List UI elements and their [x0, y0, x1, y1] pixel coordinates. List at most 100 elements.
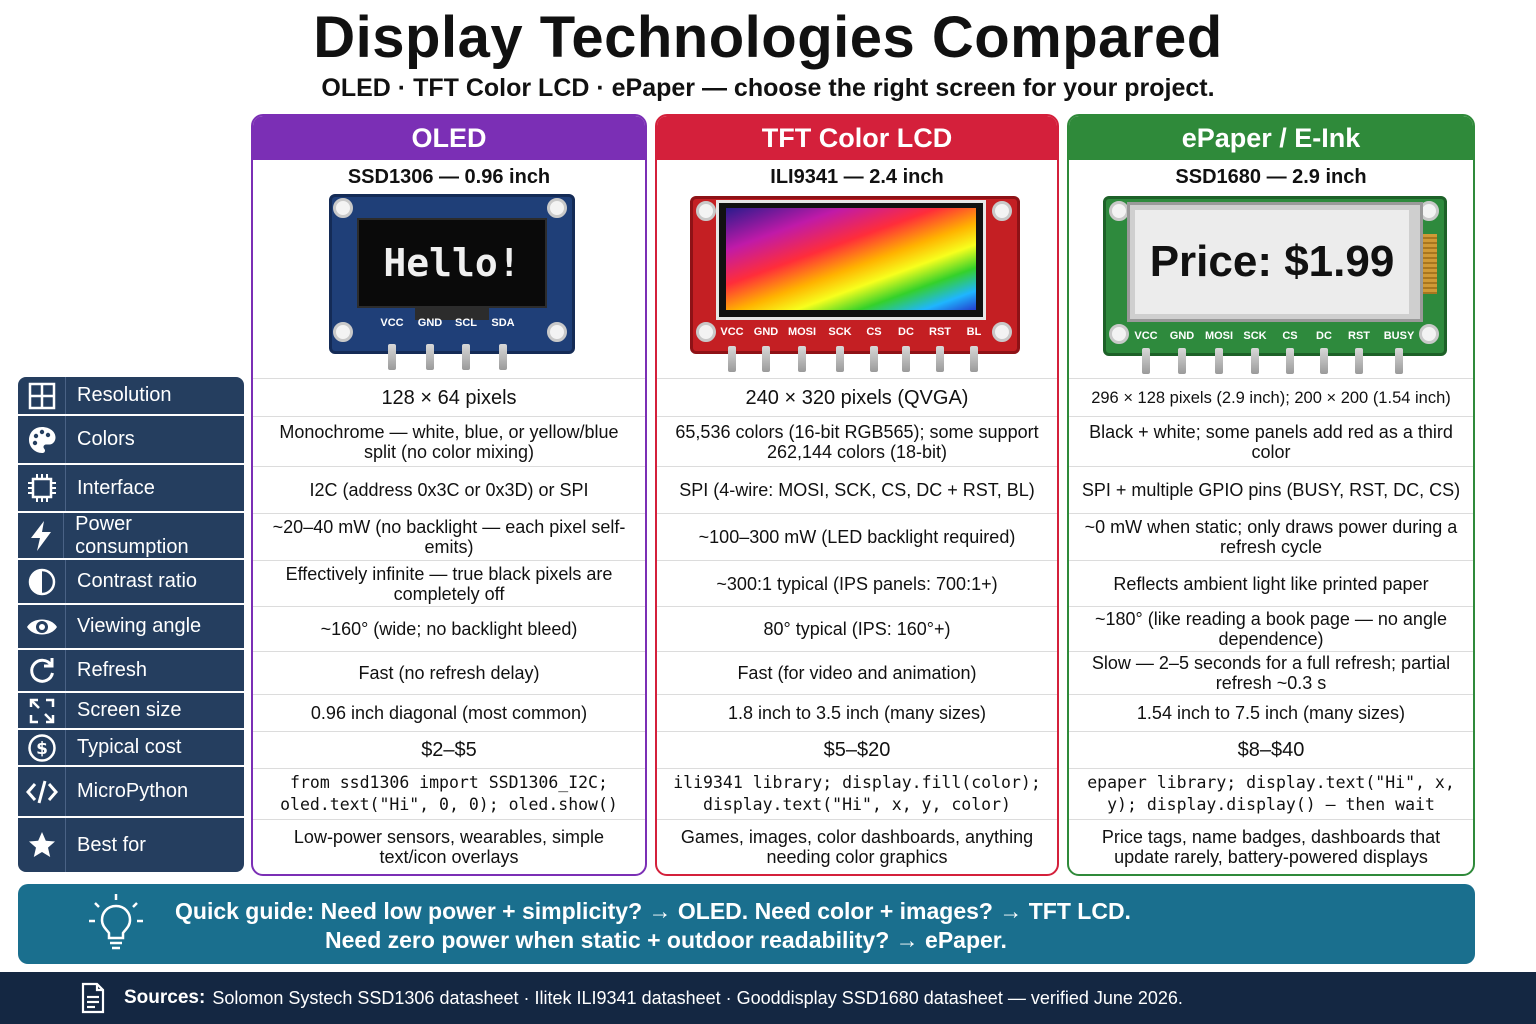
star-icon [18, 818, 66, 872]
row-label-power: Power consumption [18, 513, 244, 558]
bolt-icon [18, 513, 65, 558]
row-label-cost: $ Typical cost [18, 730, 244, 765]
oled-model: SSD1306 — 0.96 inch [347, 166, 551, 188]
row-label-text: Contrast ratio [77, 570, 198, 592]
column-oled: OLED SSD1306 — 0.96 inch Hello! VCC GND … [251, 114, 647, 876]
tft-pin-label: SCK [828, 326, 852, 338]
epaper-contrast: Reflects ambient light like printed pape… [1069, 560, 1473, 606]
tft-pin-label: VCC [720, 326, 744, 338]
oled-pin-label: SCL [455, 317, 477, 329]
grid-icon [18, 377, 66, 414]
palette-icon [18, 416, 66, 463]
epaper-module-illustration: Price: $1.99 VCC GND MOSI SCK CS DC RST … [1103, 196, 1447, 374]
column-header-tft: TFT Color LCD [657, 116, 1057, 160]
tft-micropython: ili9341 library; display.fill(color); di… [657, 768, 1057, 819]
tft-pin-label: RST [929, 326, 951, 338]
lightbulb-icon [86, 892, 146, 961]
contrast-icon [18, 560, 66, 603]
row-label-screen-size: Screen size [18, 693, 244, 728]
epaper-pin-label: GND [1169, 330, 1195, 342]
oled-interface: I2C (address 0x3C or 0x3D) or SPI [253, 466, 645, 513]
eye-icon [18, 605, 66, 648]
epaper-interface: SPI + multiple GPIO pins (BUSY, RST, DC,… [1069, 466, 1473, 513]
row-label-text: Power consumption [75, 512, 189, 558]
refresh-icon [18, 650, 66, 691]
oled-micropython: from ssd1306 import SSD1306_I2C; oled.te… [253, 768, 645, 819]
epaper-pin-label: VCC [1134, 330, 1158, 342]
oled-pin-label: GND [417, 317, 443, 329]
oled-refresh: Fast (no refresh delay) [253, 651, 645, 694]
oled-screen-text: Hello! [383, 241, 521, 285]
row-label-text: Viewing angle [77, 615, 202, 637]
tft-pin-label: BL [966, 326, 982, 338]
epaper-pin-label: CS [1282, 330, 1298, 342]
oled-viewing-angle: ~160° (wide; no backlight bleed) [253, 606, 645, 651]
oled-cost: $2–$5 [253, 731, 645, 768]
epaper-pin-label: RST [1348, 330, 1370, 342]
svg-text:$: $ [36, 739, 48, 759]
oled-colors: Monochrome — white, blue, or yellow/blue… [253, 416, 645, 466]
row-label-text: Interface [77, 476, 155, 499]
dollar-icon: $ [18, 730, 66, 765]
epaper-best-for: Price tags, name badges, dashboards that… [1069, 819, 1473, 874]
tft-power: ~100–300 mW (LED backlight required) [657, 513, 1057, 560]
code-icon [18, 767, 66, 816]
epaper-screen-text: Price: $1.99 [1149, 237, 1395, 286]
tft-rainbow-screen [726, 208, 976, 310]
row-label-text: Colors [77, 428, 135, 450]
row-label-colors: Colors [18, 416, 244, 463]
tft-resolution: 240 × 320 pixels (QVGA) [657, 378, 1057, 416]
quick-guide-banner: Quick guide: Need low power + simplicity… [18, 884, 1475, 964]
chip-icon [18, 465, 66, 511]
tft-pin-label: MOSI [787, 326, 817, 338]
epaper-pin-label: SCK [1243, 330, 1267, 342]
column-header-oled: OLED [253, 116, 645, 160]
row-label-viewing-angle: Viewing angle [18, 605, 244, 648]
oled-power: ~20–40 mW (no backlight — each pixel sel… [253, 513, 645, 560]
tft-refresh: Fast (for video and animation) [657, 651, 1057, 694]
row-label-refresh: Refresh [18, 650, 244, 691]
tft-model: ILI9341 — 2.4 inch [770, 166, 944, 188]
tft-pin-label: DC [898, 326, 914, 338]
page-subtitle: OLED · TFT Color LCD · ePaper — choose t… [321, 74, 1215, 102]
expand-icon [18, 693, 66, 728]
quick-guide-line-2: Need zero power when static + outdoor re… [325, 927, 1007, 953]
epaper-screen-size: 1.54 inch to 7.5 inch (many sizes) [1069, 694, 1473, 731]
column-epaper: ePaper / E-Ink SSD1680 — 2.9 inch Price:… [1067, 114, 1475, 876]
oled-module-illustration: Hello! VCC GND SCL SDA [329, 194, 575, 370]
oled-pin-label: VCC [380, 317, 404, 329]
tft-interface: SPI (4-wire: MOSI, SCK, CS, DC + RST, BL… [657, 466, 1057, 513]
epaper-micropython: epaper library; display.text("Hi", x, y)… [1069, 768, 1473, 819]
tft-module-illustration: VCC GND MOSI SCK CS DC RST BL [690, 196, 1020, 372]
page-title: Display Technologies Compared [313, 5, 1223, 70]
tft-pin-label: CS [866, 326, 882, 338]
column-tft: TFT Color LCD ILI9341 — 2.4 inch VCC GND… [655, 114, 1059, 876]
epaper-resolution: 296 × 128 pixels (2.9 inch); 200 × 200 (… [1069, 378, 1473, 416]
sources-footer: Sources: Solomon Systech SSD1306 datashe… [0, 972, 1536, 1024]
epaper-pin-label: BUSY [1383, 330, 1415, 342]
oled-best-for: Low-power sensors, wearables, simple tex… [253, 819, 645, 874]
epaper-colors: Black + white; some panels add red as a … [1069, 416, 1473, 466]
tft-contrast: ~300:1 typical (IPS panels: 700:1+) [657, 560, 1057, 606]
oled-pin-label: SDA [491, 317, 515, 329]
row-label-text: Refresh [77, 659, 148, 681]
row-label-best-for: Best for [18, 818, 244, 872]
document-icon [80, 982, 106, 1014]
row-label-text: MicroPython [77, 780, 189, 802]
epaper-pin-label: DC [1316, 330, 1332, 342]
tft-best-for: Games, images, color dashboards, anythin… [657, 819, 1057, 874]
epaper-pin-label: MOSI [1204, 330, 1234, 342]
row-label-text: Screen size [77, 699, 182, 721]
epaper-power: ~0 mW when static; only draws power duri… [1069, 513, 1473, 560]
row-label-interface: Interface [18, 465, 244, 511]
tft-screen-size: 1.8 inch to 3.5 inch (many sizes) [657, 694, 1057, 731]
tft-viewing-angle: 80° typical (IPS: 160°+) [657, 606, 1057, 651]
oled-contrast: Effectively infinite — true black pixels… [253, 560, 645, 606]
quick-guide-line-1: Quick guide: Need low power + simplicity… [175, 898, 1131, 924]
tft-cost: $5–$20 [657, 731, 1057, 768]
epaper-refresh: Slow — 2–5 seconds for a full refresh; p… [1069, 651, 1473, 694]
row-label-micropython: MicroPython [18, 767, 244, 816]
epaper-viewing-angle: ~180° (like reading a book page — no ang… [1069, 606, 1473, 651]
tft-pin-label: GND [753, 326, 779, 338]
epaper-cost: $8–$40 [1069, 731, 1473, 768]
